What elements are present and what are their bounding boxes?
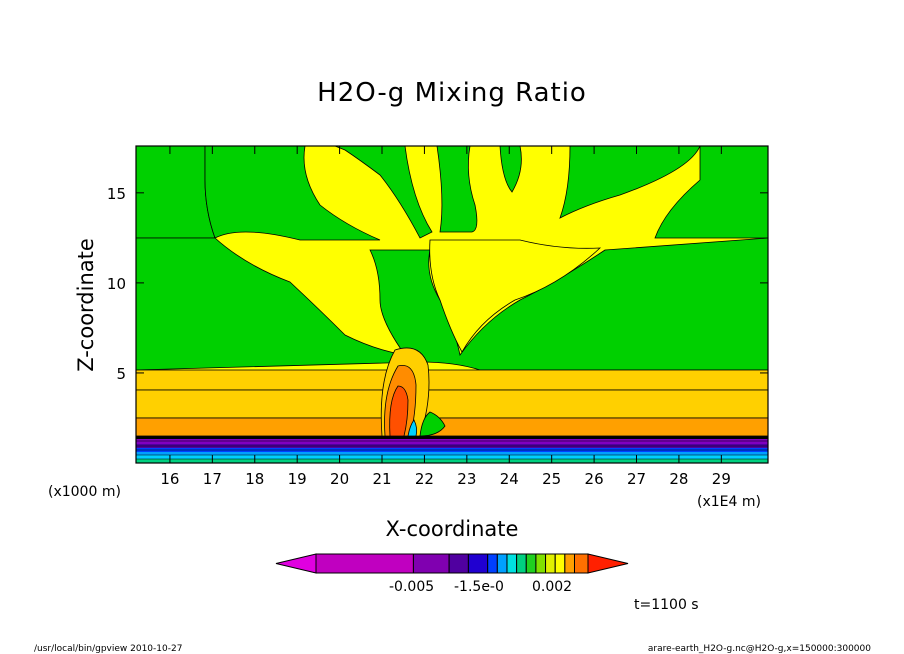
x-tick-label: 23 xyxy=(457,470,476,488)
colorbar-segment xyxy=(412,553,450,574)
colorbar-label-2: -1.5e-0 xyxy=(454,579,504,595)
colorbar-segment xyxy=(535,553,547,574)
colorbar-segment xyxy=(506,553,518,574)
yellow-region-center-lobe xyxy=(429,239,602,353)
y-tick-label: 15 xyxy=(107,185,126,203)
x-tick-label: 26 xyxy=(585,470,604,488)
y-axis-label: Z-coordinate xyxy=(74,238,98,372)
colorbar-segment xyxy=(545,553,556,574)
x-tick-label: 29 xyxy=(712,470,731,488)
colorbar-arrow-left xyxy=(275,553,317,574)
x-tick-label: 27 xyxy=(627,470,646,488)
x-tick-label: 25 xyxy=(542,470,561,488)
green-region-upper-left xyxy=(135,145,216,239)
green-region-upper-far-right xyxy=(559,145,769,239)
surface-dark-band xyxy=(136,436,768,439)
plume-core xyxy=(389,385,409,437)
chart-title: H2O-g Mixing Ratio xyxy=(317,78,587,108)
green-region-upper-tongue xyxy=(436,145,478,233)
gold-band-upper xyxy=(135,369,769,391)
colorbar-segment xyxy=(564,553,575,574)
colorbar-segment xyxy=(315,553,414,574)
surface-cyan-band xyxy=(136,455,768,459)
y-multiplier: (x1000 m) xyxy=(48,484,121,500)
footer-left: /usr/local/bin/gpview 2010-10-27 xyxy=(34,644,182,654)
x-multiplier: (x1E4 m) xyxy=(697,494,761,510)
green-region-middle xyxy=(135,237,769,371)
colorbar-segment xyxy=(487,553,498,574)
colorbar-segment xyxy=(525,553,537,574)
gold-band-lower xyxy=(135,389,769,419)
y-tick-label: 10 xyxy=(107,275,126,293)
x-tick-label: 22 xyxy=(415,470,434,488)
plot-frame xyxy=(135,145,769,464)
x-axis-label: X-coordinate xyxy=(386,517,519,541)
x-tick-label: 28 xyxy=(669,470,688,488)
surface-teal-band xyxy=(136,459,768,463)
colorbar-segment xyxy=(516,553,527,574)
colorbar-label-1: -0.005 xyxy=(389,579,434,595)
green-region-upper-center xyxy=(334,145,433,239)
green-region-upper-mid xyxy=(204,145,381,241)
x-tick-label: 24 xyxy=(500,470,519,488)
colorbar-arrow-right xyxy=(587,553,629,574)
colorbar-segment xyxy=(448,553,469,574)
contour-field xyxy=(135,145,769,463)
colorbar-segment xyxy=(496,553,508,574)
cyan-feature xyxy=(407,419,418,437)
colorbar-segment xyxy=(573,553,589,574)
colorbar-segment xyxy=(554,553,566,574)
x-tick-label: 18 xyxy=(245,470,264,488)
x-tick-label: 16 xyxy=(160,470,179,488)
orange-band xyxy=(135,417,769,437)
surface-lightblue-band xyxy=(136,452,768,455)
time-label: t=1100 s xyxy=(634,597,699,613)
x-tick-label: 17 xyxy=(203,470,222,488)
y-axis-ticks: 5 10 15 xyxy=(107,185,768,383)
y-tick-label: 5 xyxy=(116,365,126,383)
x-axis-ticks: 16 17 18 19 20 21 22 23 24 25 26 27 28 29 xyxy=(160,146,731,488)
x-tick-label: 21 xyxy=(372,470,391,488)
colorbar-segment xyxy=(467,553,489,574)
green-region-upper-right xyxy=(499,145,522,193)
colorbar xyxy=(275,553,629,574)
surface-purple-band xyxy=(136,439,768,444)
green-feature-right xyxy=(419,411,446,437)
footer-right: arare-earth_H2O-g.nc@H2O-g,x=150000:3000… xyxy=(648,644,871,654)
x-tick-label: 19 xyxy=(288,470,307,488)
colorbar-label-3: 0.002 xyxy=(532,579,572,595)
x-tick-label: 20 xyxy=(330,470,349,488)
